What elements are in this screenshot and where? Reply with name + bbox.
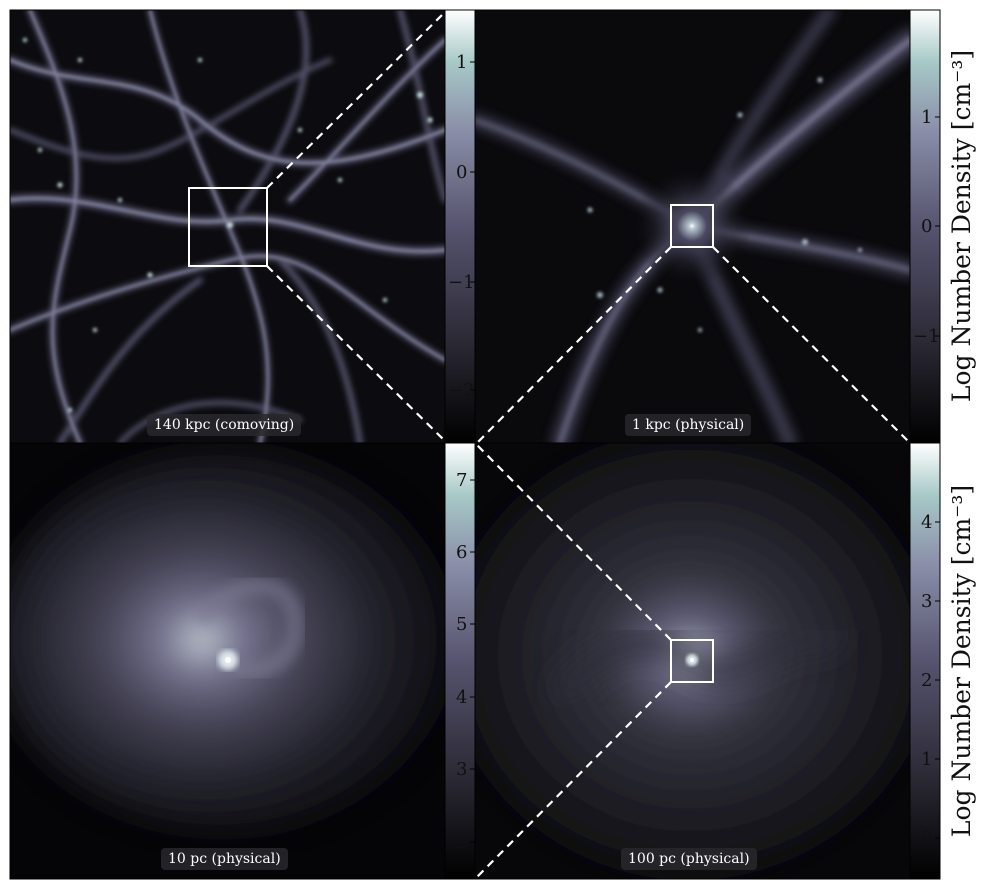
colorbar-top-middle-ticks: 1 0 −1 −2 bbox=[448, 52, 475, 401]
zoom-box-bottom-right bbox=[670, 639, 714, 683]
tick-label: 7 bbox=[456, 470, 467, 491]
tick-label: 1 bbox=[456, 52, 467, 73]
tick-label: 0 bbox=[921, 216, 932, 237]
tick-label: 5 bbox=[456, 614, 467, 635]
tick-label: 2 bbox=[456, 832, 467, 853]
panel-top-left-image bbox=[10, 10, 445, 443]
zoom-box-top-left bbox=[188, 187, 268, 267]
tick-label: 6 bbox=[456, 542, 467, 563]
tick-label: 2 bbox=[921, 670, 932, 691]
colorbar-bottom-right bbox=[909, 442, 941, 880]
tick-label: 3 bbox=[456, 759, 467, 780]
colorbar-bottom-right-ticks: 4 3 2 1 0 bbox=[921, 512, 932, 849]
tick-label: −1 bbox=[913, 326, 940, 347]
colorbar-top-right bbox=[909, 9, 941, 444]
zoom-boxes bbox=[188, 187, 714, 683]
tick-label: 0 bbox=[456, 162, 467, 183]
colorbar-top-middle bbox=[444, 9, 476, 444]
tick-label: 1 bbox=[921, 749, 932, 770]
panel-bottom-left-image bbox=[10, 443, 445, 879]
tick-label: 3 bbox=[921, 591, 932, 612]
tick-label: 4 bbox=[921, 512, 932, 533]
tick-label: 4 bbox=[456, 687, 467, 708]
zoom-connectors bbox=[266, 11, 911, 878]
colorbar-top-right-ticks: 1 0 −1 bbox=[913, 107, 940, 347]
colorbar-bottom-middle-ticks: 7 6 5 4 3 2 bbox=[456, 470, 467, 853]
zoom-box-top-right bbox=[670, 204, 714, 248]
colorbar-bottom-middle bbox=[444, 442, 476, 880]
tick-label: 0 bbox=[921, 828, 932, 849]
scale-label-bottom-right: 100 pc (physical) bbox=[621, 848, 757, 870]
colorbar-bottom-label: Log Number Density [cm⁻³] bbox=[947, 485, 976, 837]
tick-label: 1 bbox=[921, 107, 932, 128]
scale-label-top-right: 1 kpc (physical) bbox=[625, 414, 752, 436]
tick-label: −1 bbox=[448, 272, 475, 293]
scale-label-bottom-left: 10 pc (physical) bbox=[161, 848, 288, 870]
tick-label: −2 bbox=[448, 380, 475, 401]
scale-label-top-left: 140 kpc (comoving) bbox=[147, 414, 302, 436]
colorbar-top-label: Log Number Density [cm⁻³] bbox=[947, 50, 976, 402]
panel-bottom-right-image bbox=[475, 443, 910, 879]
